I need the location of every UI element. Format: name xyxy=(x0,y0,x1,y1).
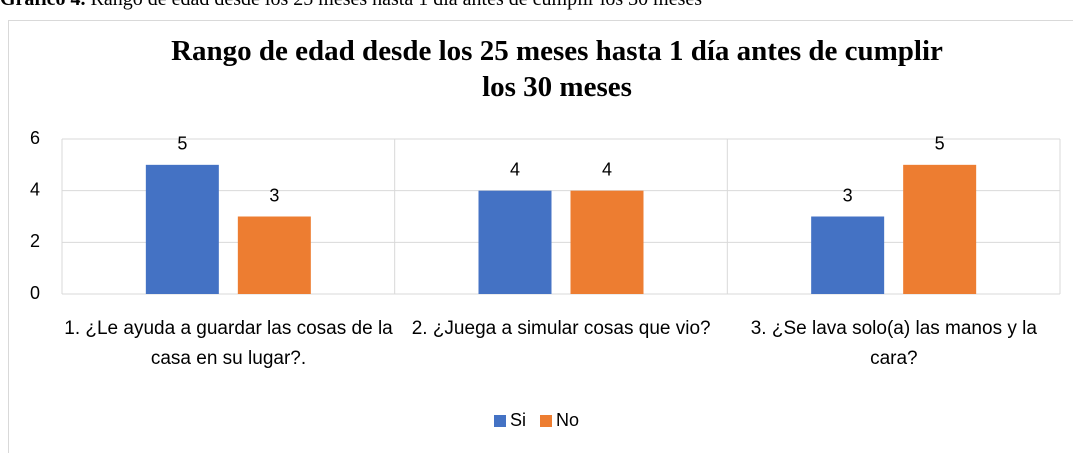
bar xyxy=(903,164,977,294)
caption: Gráfico 4. Rango de edad desde los 25 me… xyxy=(0,0,702,11)
legend-swatch xyxy=(540,414,552,427)
legend-label: No xyxy=(556,410,580,430)
bar xyxy=(570,190,644,294)
legend-label: Si xyxy=(509,410,526,430)
bar xyxy=(478,190,552,294)
data-label: 3 xyxy=(843,185,853,205)
data-label: 4 xyxy=(510,159,520,179)
y-tick-label: 0 xyxy=(30,283,40,303)
data-label: 5 xyxy=(177,134,187,154)
x-tick-label: 2. ¿Juega a simular cosas que vio? xyxy=(411,318,711,339)
data-label: 4 xyxy=(602,159,612,179)
caption-text: Rango de edad desde los 25 meses hasta 1… xyxy=(91,0,703,10)
x-tick-label: 1. ¿Le ayuda a guardar las cosas de la c… xyxy=(64,318,393,369)
data-label: 3 xyxy=(269,185,279,205)
chart-title: Rango de edad desde los 25 meses hasta 1… xyxy=(171,35,943,103)
bar xyxy=(811,216,885,294)
legend-swatch xyxy=(493,414,506,427)
y-tick-label: 6 xyxy=(30,128,40,148)
legend-item: Si xyxy=(493,410,526,431)
y-tick-label: 4 xyxy=(30,179,40,199)
x-tick-label: 3. ¿Se lava solo(a) las manos y la cara? xyxy=(750,318,1037,369)
caption-label: Gráfico 4. xyxy=(0,0,86,10)
data-label: 5 xyxy=(935,134,945,154)
chart-frame xyxy=(8,20,1073,453)
legend: Si No xyxy=(0,410,1073,431)
legend-item: No xyxy=(540,410,579,431)
bar xyxy=(237,216,311,294)
y-tick-label: 2 xyxy=(30,231,40,251)
bar xyxy=(145,164,219,294)
